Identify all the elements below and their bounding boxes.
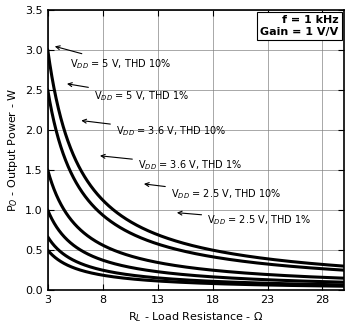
Text: V$_{DD}$ = 2.5 V, THD 10%: V$_{DD}$ = 2.5 V, THD 10% [145, 182, 281, 201]
X-axis label: R$_L$ - Load Resistance - Ω: R$_L$ - Load Resistance - Ω [128, 311, 264, 324]
Y-axis label: P$_O$ - Output Power - W: P$_O$ - Output Power - W [6, 88, 20, 212]
Text: V$_{DD}$ = 5 V, THD 1%: V$_{DD}$ = 5 V, THD 1% [68, 83, 189, 103]
Text: V$_{DD}$ = 3.6 V, THD 1%: V$_{DD}$ = 3.6 V, THD 1% [101, 154, 242, 172]
Text: V$_{DD}$ = 2.5 V, THD 1%: V$_{DD}$ = 2.5 V, THD 1% [178, 211, 311, 227]
Text: V$_{DD}$ = 5 V, THD 10%: V$_{DD}$ = 5 V, THD 10% [56, 46, 171, 71]
Text: V$_{DD}$ = 3.6 V, THD 10%: V$_{DD}$ = 3.6 V, THD 10% [83, 119, 226, 138]
Text: f = 1 kHz
Gain = 1 V/V: f = 1 kHz Gain = 1 V/V [260, 15, 338, 37]
